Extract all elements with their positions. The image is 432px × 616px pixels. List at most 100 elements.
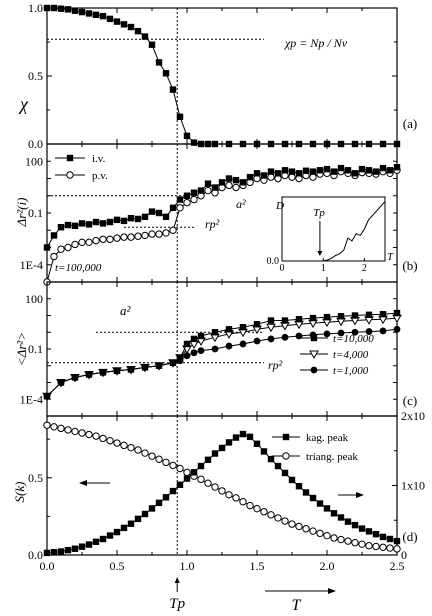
data-point xyxy=(253,504,261,513)
y2-tick-label: 2x10 xyxy=(401,409,425,423)
data-point xyxy=(379,327,387,335)
data-point xyxy=(113,234,121,242)
data-point xyxy=(323,330,331,338)
data-point xyxy=(316,500,324,507)
y-tick-label: 0.5 xyxy=(28,69,43,83)
data-point xyxy=(176,204,184,212)
inset-y-tick-label: 0.0 xyxy=(267,256,280,267)
data-point xyxy=(358,525,366,532)
y-tick-label: 100 xyxy=(25,154,43,168)
data-point xyxy=(337,535,345,544)
data-point xyxy=(316,529,324,538)
legend-label: kag. peak xyxy=(306,432,349,444)
data-point xyxy=(253,170,261,177)
data-point xyxy=(50,549,58,556)
data-point xyxy=(85,371,93,378)
data-point xyxy=(183,475,191,482)
data-point xyxy=(393,325,401,333)
data-point xyxy=(120,441,128,450)
data-point xyxy=(120,21,128,28)
data-point xyxy=(232,176,240,184)
data-point xyxy=(57,424,65,433)
data-point xyxy=(85,221,93,228)
data-point xyxy=(141,213,149,221)
data-point xyxy=(155,499,163,507)
data-point xyxy=(386,535,394,543)
data-point xyxy=(266,323,276,333)
data-point xyxy=(106,532,114,539)
data-point xyxy=(176,464,184,473)
data-point xyxy=(183,340,191,348)
data-point xyxy=(99,12,107,20)
data-point xyxy=(204,479,212,487)
data-point xyxy=(211,483,219,491)
y-tick-label: 0.5 xyxy=(28,471,43,485)
legend-marker xyxy=(310,366,318,374)
data-point xyxy=(225,181,233,190)
data-point xyxy=(323,505,331,512)
data-point xyxy=(99,220,107,227)
inset-frame xyxy=(281,196,386,262)
data-point xyxy=(155,209,163,217)
data-point xyxy=(211,450,219,457)
inset-x-tick-label: 1 xyxy=(321,263,326,274)
y-axis-label: <Δr²> xyxy=(14,332,29,366)
data-point xyxy=(64,6,72,13)
data-point xyxy=(43,393,51,400)
data-point xyxy=(190,195,198,204)
data-point xyxy=(337,164,345,172)
inset-curve xyxy=(282,201,386,262)
data-point xyxy=(162,458,170,467)
data-point xyxy=(148,452,156,460)
data-point xyxy=(127,366,135,373)
data-point xyxy=(386,544,394,552)
data-point xyxy=(113,367,121,374)
data-point xyxy=(134,232,142,240)
data-point xyxy=(358,540,366,548)
data-point xyxy=(260,448,268,455)
data-point xyxy=(176,196,184,203)
data-point xyxy=(78,543,86,550)
data-point xyxy=(246,501,254,510)
data-point xyxy=(162,229,170,237)
data-point xyxy=(372,542,380,551)
data-point xyxy=(204,456,212,463)
data-point xyxy=(232,183,240,192)
panel-label: (d) xyxy=(402,529,417,544)
data-point xyxy=(358,165,366,173)
data-point xyxy=(43,549,51,557)
data-point xyxy=(239,430,247,438)
y2-tick-label: 1x10 xyxy=(401,479,425,493)
data-point xyxy=(225,175,233,182)
data-point xyxy=(309,173,317,181)
data-point xyxy=(169,359,177,367)
data-point xyxy=(372,530,380,538)
data-point xyxy=(92,432,100,440)
data-point xyxy=(197,347,205,355)
data-point xyxy=(281,469,289,477)
data-point xyxy=(64,546,72,554)
data-point xyxy=(99,434,107,443)
data-point xyxy=(99,235,107,243)
y-axis-label: S(k) xyxy=(12,482,27,503)
legend-label: triang. peak xyxy=(306,451,358,463)
rp2-label: rp² xyxy=(205,217,220,231)
data-point xyxy=(274,462,282,470)
legend-marker xyxy=(310,334,318,342)
data-point xyxy=(71,374,79,381)
data-point xyxy=(267,335,275,343)
x-tick-label: 0.0 xyxy=(40,559,55,573)
data-point xyxy=(113,528,121,536)
data-point xyxy=(50,4,58,12)
data-point xyxy=(316,167,324,174)
data-point xyxy=(232,434,240,441)
legend-label: p.v. xyxy=(92,170,108,182)
panel-label: (b) xyxy=(402,258,417,273)
data-point xyxy=(57,548,65,555)
data-point xyxy=(176,481,184,489)
data-point xyxy=(148,208,156,215)
data-point xyxy=(330,168,338,175)
data-point xyxy=(85,541,93,548)
data-point xyxy=(253,440,261,447)
data-point xyxy=(267,455,275,463)
